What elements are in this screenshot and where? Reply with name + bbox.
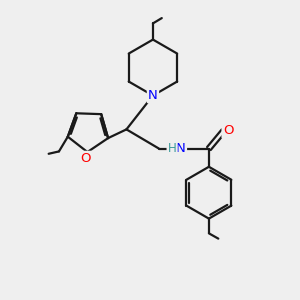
Text: N: N (176, 142, 186, 155)
Text: H: H (168, 142, 176, 155)
Text: O: O (81, 152, 91, 165)
Text: O: O (223, 124, 233, 137)
Text: N: N (148, 89, 158, 102)
